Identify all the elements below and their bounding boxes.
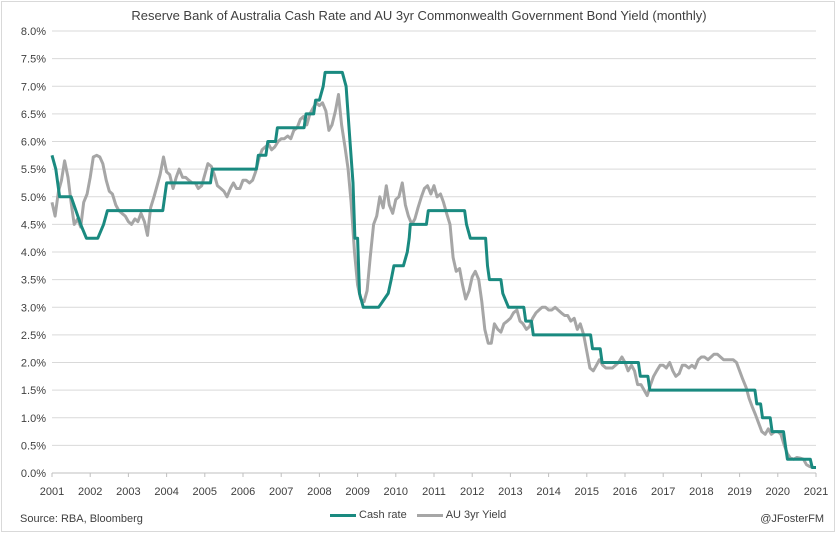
x-tick-label: 2001 [40,486,64,498]
legend-swatch-3yr-yield [416,513,443,517]
y-tick-label: 4.5% [21,219,46,231]
x-tick-label: 2009 [345,486,369,498]
x-tick-label: 2015 [575,486,599,498]
y-tick-label: 5.0% [21,192,46,204]
x-tick-label: 2008 [307,486,331,498]
y-tick-label: 5.5% [21,164,46,176]
legend-item-3yr-yield: AU 3yr Yield [416,509,507,521]
y-tick-label: 3.0% [21,302,46,314]
legend-label-cash-rate: Cash rate [359,509,407,521]
x-tick-label: 2020 [766,486,790,498]
x-tick-label: 2005 [193,486,217,498]
y-tick-label: 4.0% [21,247,46,259]
x-tick-label: 2014 [536,486,560,498]
grid-lines [52,30,816,474]
y-axis-ticks: 0.0% 0.5% 1.0% 1.5% 2.0% 2.5% 3.0% 3.5% 4.0% 4.5%… [21,26,46,480]
chart-title: Reserve Bank of Australia Cash Rate and … [131,8,707,23]
series-line-cash-rate [50,70,816,469]
y-tick-label: 6.0% [21,137,46,149]
y-tick-label: 7.5% [21,54,46,66]
x-tick-label: 2010 [384,486,408,498]
legend-swatch-cash-rate [330,513,356,517]
y-tick-label: 6.5% [21,109,46,121]
y-tick-label: 8.0% [21,26,46,38]
x-tick-label: 2016 [613,486,637,498]
x-tick-label: 2003 [116,486,140,498]
x-tick-label: 2021 [804,486,828,498]
y-tick-label: 1.0% [21,413,46,425]
legend-item-cash-rate: Cash rate [330,509,407,521]
x-tick-label: 2013 [498,486,522,498]
x-tick-label: 2007 [269,486,293,498]
y-tick-label: 2.5% [21,330,46,342]
author-handle: @JFosterFM [760,513,824,525]
x-tick-label: 2006 [231,486,255,498]
source-note: Source: RBA, Bloomberg [20,513,143,525]
y-tick-label: 0.5% [21,440,46,452]
y-tick-label: 7.0% [21,81,46,93]
x-tick-label: 2019 [727,486,751,498]
x-tick-label: 2011 [422,486,446,498]
x-tick-label: 2017 [651,486,675,498]
y-tick-label: 0.0% [21,468,46,480]
legend-label-3yr-yield: AU 3yr Yield [445,509,507,521]
x-tick-label: 2002 [78,486,102,498]
series-lines [50,70,816,469]
x-tick-label: 2012 [460,486,484,498]
x-tick-label: 2018 [689,486,713,498]
legend: Cash rate AU 3yr Yield [330,509,506,521]
series-line-au-3yr-yield [50,93,816,469]
x-axis-ticks: 2001 2002 2003 2004 2005 2006 2007 2008 2009 2010… [40,473,828,498]
x-tick-label: 2004 [154,486,178,498]
y-tick-label: 1.5% [21,385,46,397]
y-tick-label: 3.5% [21,275,46,287]
y-tick-label: 2.0% [21,358,46,370]
